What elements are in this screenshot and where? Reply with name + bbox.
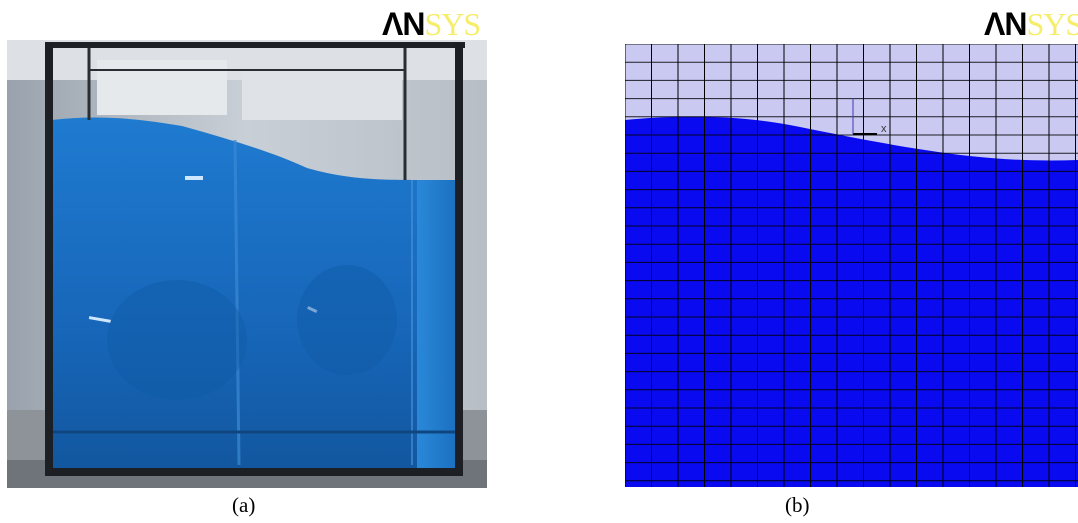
- axis-triad-label: x: [881, 123, 887, 135]
- ansys-logo-an: ΛN: [984, 6, 1027, 42]
- tank-frame-top: [45, 42, 465, 48]
- shadow-shape-2: [297, 265, 397, 375]
- ansys-logo-sys: SYS: [1026, 6, 1078, 42]
- caption-a: (a): [232, 493, 256, 517]
- reflection-3: [307, 306, 318, 314]
- reflection-1: [185, 176, 203, 180]
- mesh-grid: [625, 44, 1078, 487]
- ansys-logo: ΛNSYS: [382, 6, 481, 42]
- panel-a: ΛNSYS: [7, 6, 487, 517]
- ansys-logo-sys: SYS: [424, 6, 481, 42]
- tank-frame-left: [45, 42, 53, 472]
- axis-triad: x: [852, 98, 887, 135]
- water-region: [625, 116, 1078, 487]
- reflection-2: [88, 316, 112, 323]
- water-body: [52, 117, 417, 471]
- tank-frame-bottom: [45, 468, 463, 476]
- water-right-compartment: [417, 180, 457, 470]
- ansys-logo: ΛNSYS: [984, 8, 1078, 40]
- tank-frame-right: [455, 42, 463, 472]
- mesh-simulation: x: [625, 44, 1078, 487]
- ansys-logo-an: ΛN: [382, 6, 425, 42]
- panel-b: ΛNSYS x (b): [540, 0, 1078, 523]
- window-right: [242, 70, 402, 120]
- shadow-shape-1: [107, 280, 247, 400]
- tank-seam-1: [233, 139, 241, 466]
- window-left: [97, 60, 227, 115]
- tank-photo: [7, 40, 487, 488]
- caption-b: (b): [785, 493, 810, 517]
